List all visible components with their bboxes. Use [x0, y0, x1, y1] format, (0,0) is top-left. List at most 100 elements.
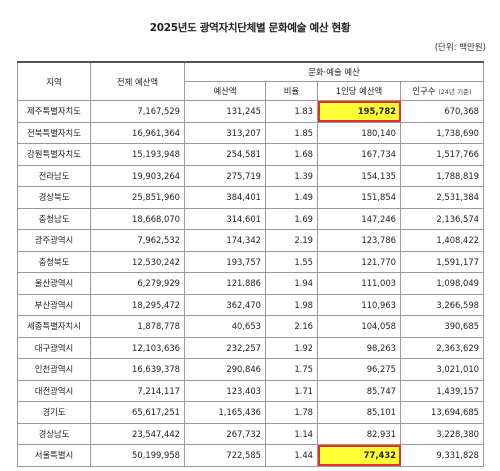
- budget-table: 지역 전체 예산액 문화·예술 예산 예산액 비율 1인당 예산액 인구수 (2…: [17, 61, 484, 467]
- cell-per-capita: 123,786: [317, 229, 401, 252]
- table-row: 광주광역시 7,962,532 174,342 2.19 123,786 1,408,42…: [17, 229, 484, 252]
- cell-budget: 123,403: [184, 379, 266, 402]
- cell-region: 부산광역시: [17, 293, 91, 316]
- cell-ratio: 1.94: [265, 272, 318, 295]
- cell-ratio: 2.19: [265, 229, 318, 252]
- table-row: 제주특별자치도 7,167,529 131,245 1.83 195,782 670,36…: [17, 100, 484, 123]
- cell-population: 1,591,177: [400, 250, 484, 273]
- cell-per-capita: 147,246: [317, 207, 401, 230]
- cell-ratio: 1.78: [265, 401, 318, 424]
- cell-per-capita: 98,263: [317, 336, 401, 359]
- cell-ratio: 1.55: [265, 250, 318, 273]
- table-row: 강원특별자치도 15,193,948 254,581 1.68 167,734 1,517…: [17, 143, 484, 166]
- cell-total-budget: 19,903,264: [90, 164, 185, 187]
- cell-total-budget: 12,103,636: [90, 336, 185, 359]
- header-total-budget: 전체 예산액: [90, 61, 185, 101]
- cell-ratio: 1.75: [265, 358, 318, 381]
- cell-budget: 174,342: [184, 229, 266, 252]
- cell-total-budget: 25,851,960: [90, 186, 185, 209]
- cell-budget: 254,581: [184, 143, 266, 166]
- cell-ratio: 2.16: [265, 315, 318, 338]
- cell-population: 3,228,380: [400, 422, 484, 445]
- cell-ratio: 1.39: [265, 164, 318, 187]
- cell-ratio: 1.44: [265, 444, 318, 467]
- cell-per-capita: 82,931: [317, 422, 401, 445]
- cell-population: 3,266,598: [400, 293, 484, 316]
- cell-region: 광주광역시: [17, 229, 91, 252]
- cell-population: 1,517,766: [400, 143, 484, 166]
- table-body: 제주특별자치도 7,167,529 131,245 1.83 195,782 670,36…: [17, 100, 484, 467]
- cell-region: 울산광역시: [17, 272, 91, 295]
- cell-total-budget: 18,295,472: [90, 293, 185, 316]
- cell-per-capita: 96,275: [317, 358, 401, 381]
- cell-population: 2,531,384: [400, 186, 484, 209]
- cell-region: 경상북도: [17, 186, 91, 209]
- cell-total-budget: 12,530,242: [90, 250, 185, 273]
- cell-population: 9,331,828: [400, 444, 484, 467]
- cell-total-budget: 65,617,251: [90, 401, 185, 424]
- cell-region: 충청북도: [17, 250, 91, 273]
- cell-budget: 193,757: [184, 250, 266, 273]
- page-title: 2025년도 광역자치단체별 문화예술 예산 현황: [149, 22, 351, 34]
- cell-budget: 232,257: [184, 336, 266, 359]
- cell-per-capita: 195,782: [317, 100, 401, 123]
- table-row: 서울특별시 50,199,958 722,585 1.44 77,432 9,331,82…: [17, 444, 484, 467]
- cell-population: 1,098,049: [400, 272, 484, 295]
- table-row: 충청북도 12,530,242 193,757 1.55 121,770 1,591,17…: [17, 250, 484, 273]
- cell-region: 제주특별자치도: [17, 100, 91, 123]
- cell-population: 13,694,685: [400, 401, 484, 424]
- table-row: 울산광역시 6,279,929 121,886 1.94 111,003 1,098,04…: [17, 272, 484, 295]
- cell-region: 대구광역시: [17, 336, 91, 359]
- cell-total-budget: 50,199,958: [90, 444, 185, 467]
- cell-region: 전라남도: [17, 164, 91, 187]
- cell-per-capita: 154,135: [317, 164, 401, 187]
- cell-total-budget: 1,878,778: [90, 315, 185, 338]
- table-row: 세종특별자치시 1,878,778 40,653 2.16 104,058 390,685: [17, 315, 484, 338]
- cell-population: 2,136,574: [400, 207, 484, 230]
- cell-total-budget: 15,193,948: [90, 143, 185, 166]
- header-per-capita: 1인당 예산액: [317, 81, 401, 101]
- header-culture-group: 문화·예술 예산: [184, 61, 484, 82]
- table-row: 경상북도 25,851,960 384,401 1.49 151,854 2,531,38…: [17, 186, 484, 209]
- cell-region: 경기도: [17, 401, 91, 424]
- cell-per-capita: 151,854: [317, 186, 401, 209]
- cell-per-capita: 110,963: [317, 293, 401, 316]
- cell-total-budget: 18,668,070: [90, 207, 185, 230]
- cell-per-capita: 167,734: [317, 143, 401, 166]
- cell-per-capita: 104,058: [317, 315, 401, 338]
- cell-budget: 267,732: [184, 422, 266, 445]
- header-population-label: 인구수: [412, 86, 436, 96]
- cell-population: 1,439,157: [400, 379, 484, 402]
- cell-total-budget: 23,547,442: [90, 422, 185, 445]
- cell-total-budget: 7,962,532: [90, 229, 185, 252]
- cell-budget: 290,846: [184, 358, 266, 381]
- cell-ratio: 1.69: [265, 207, 318, 230]
- cell-budget: 131,245: [184, 100, 266, 123]
- header-region: 지역: [17, 61, 91, 101]
- header-population: 인구수 (24년 기준): [400, 81, 484, 101]
- header-budget: 예산액: [184, 81, 266, 101]
- cell-population: 1,408,422: [400, 229, 484, 252]
- cell-ratio: 1.85: [265, 121, 318, 144]
- cell-region: 전북특별자치도: [17, 121, 91, 144]
- cell-region: 강원특별자치도: [17, 143, 91, 166]
- cell-per-capita: 85,747: [317, 379, 401, 402]
- cell-total-budget: 7,214,117: [90, 379, 185, 402]
- cell-ratio: 1.83: [265, 100, 318, 123]
- cell-population: 670,368: [400, 100, 484, 123]
- cell-budget: 40,653: [184, 315, 266, 338]
- cell-population: 390,685: [400, 315, 484, 338]
- table-row: 부산광역시 18,295,472 362,470 1.98 110,963 3,266,5…: [17, 293, 484, 316]
- cell-budget: 1,165,436: [184, 401, 266, 424]
- header-population-note: (24년 기준): [438, 88, 472, 96]
- cell-per-capita: 180,140: [317, 121, 401, 144]
- table-row: 경상남도 23,547,442 267,732 1.14 82,931 3,228,380: [17, 422, 484, 445]
- cell-region: 경상남도: [17, 422, 91, 445]
- cell-per-capita: 77,432: [317, 444, 401, 467]
- cell-budget: 313,207: [184, 121, 266, 144]
- table-row: 전라남도 19,903,264 275,719 1.39 154,135 1,788,81…: [17, 164, 484, 187]
- cell-budget: 275,719: [184, 164, 266, 187]
- table-row: 대전광역시 7,214,117 123,403 1.71 85,747 1,439,157: [17, 379, 484, 402]
- cell-budget: 314,601: [184, 207, 266, 230]
- table-row: 인천광역시 16,639,378 290,846 1.75 96,275 3,021,01…: [17, 358, 484, 381]
